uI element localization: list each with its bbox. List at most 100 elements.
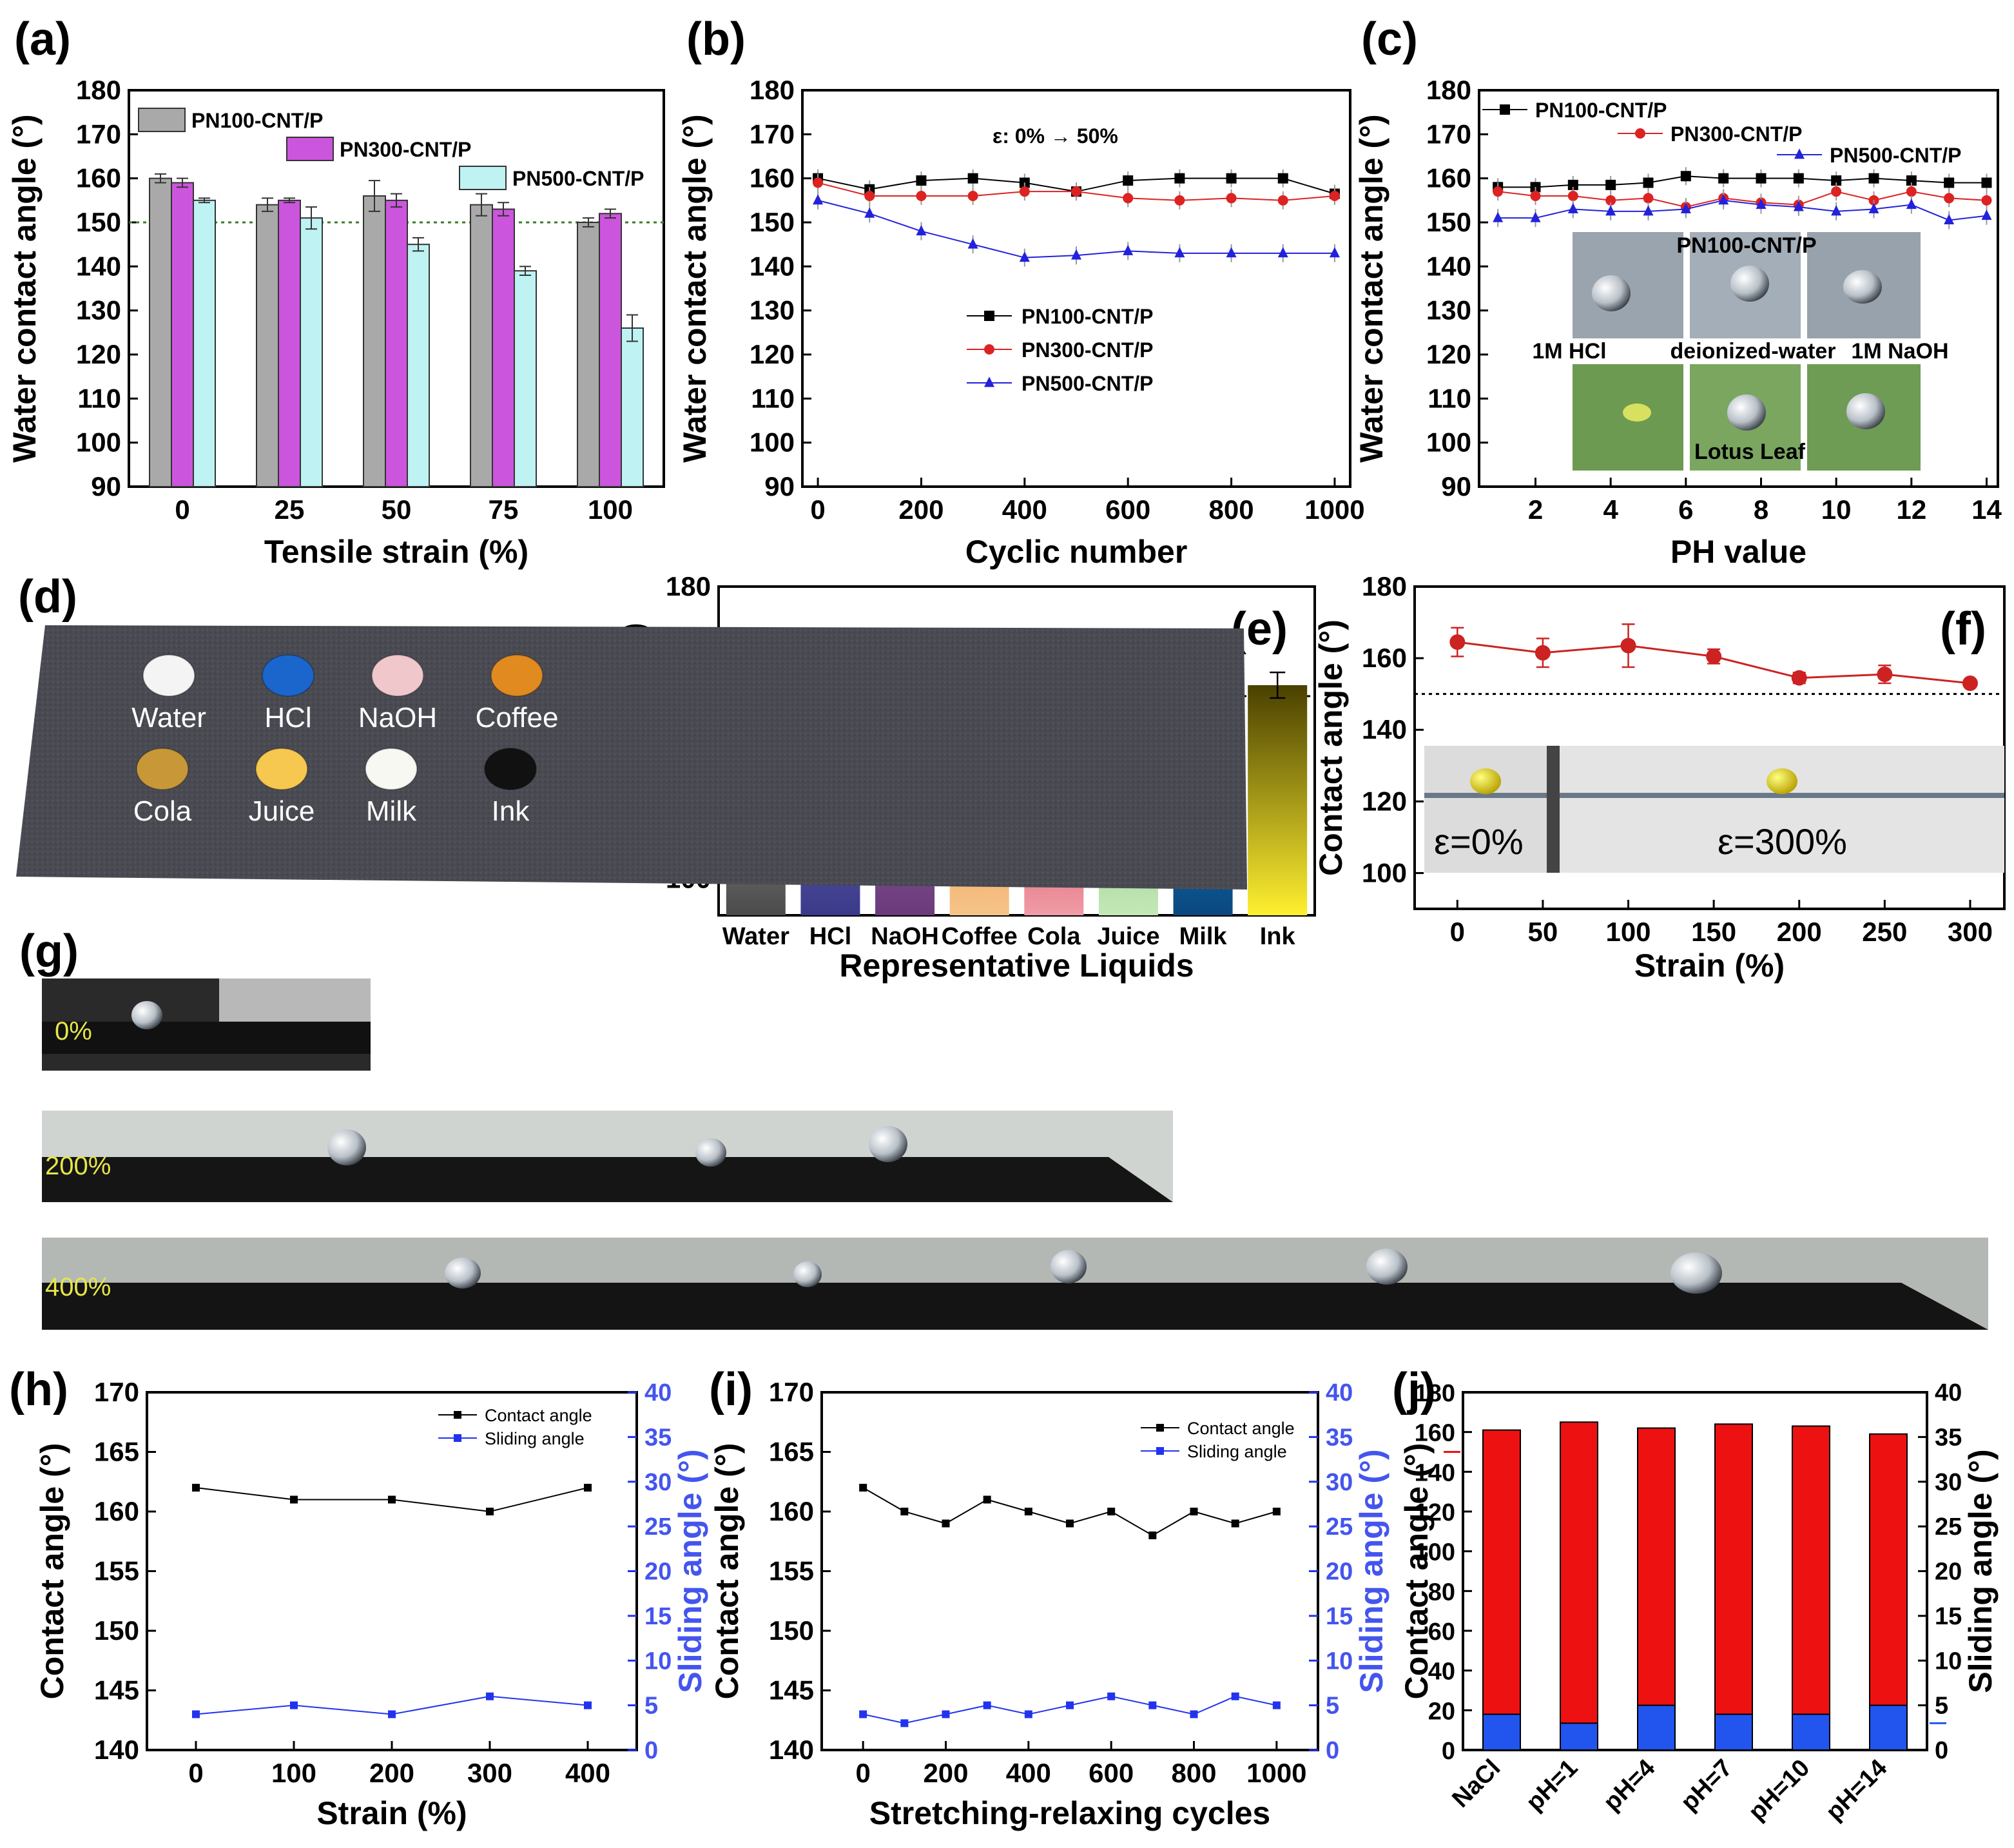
g-photo-400-drop-5: [1670, 1252, 1722, 1294]
h-legend-marker-1: [454, 1434, 461, 1442]
d-drop-1: [262, 654, 315, 697]
j-bar-contact-2: [1637, 1427, 1676, 1751]
c-point-2-12: [1944, 213, 1955, 224]
i-point-0-8: [1190, 1508, 1198, 1515]
i-legend-marker-0: [1156, 1424, 1164, 1432]
j-ytick-label-7: 140: [1415, 1459, 1455, 1486]
h-xtick-label-4: 400: [565, 1758, 610, 1788]
a-bar-0-2: [363, 195, 386, 487]
b-ylabel: Water contact angle (°): [677, 114, 713, 462]
d-drop-4: [136, 748, 189, 790]
b-xtick-label-1: 200: [898, 494, 944, 525]
b-point-0-6: [1123, 175, 1134, 186]
a-legend-swatch-0: [138, 108, 186, 132]
inset-c-drop-3: [1843, 270, 1882, 304]
inset-f-label-0: ε=0%: [1434, 821, 1524, 862]
e-xtick-label-0: Water: [722, 923, 789, 950]
c-point-1-2: [1567, 191, 1578, 201]
inset-f-drop-0: [1470, 768, 1501, 794]
h-legend-label-0: Contact angle: [485, 1406, 592, 1425]
b-point-0-7: [1174, 173, 1185, 184]
chart-f-inset: ε=0% ε=300%: [1424, 746, 2004, 873]
c-point-1-4: [1643, 193, 1654, 204]
b-point-2-6: [1123, 244, 1134, 255]
c-legend-label-0: PN100-CNT/P: [1535, 99, 1667, 122]
c-point-1-9: [1831, 186, 1842, 197]
b-frame: [801, 89, 1351, 488]
i-ytick-label-1: 145: [769, 1675, 814, 1706]
c-ytick-label-8: 170: [1426, 119, 1471, 149]
b-point-2-3: [967, 238, 978, 249]
a-error-0-2: [369, 180, 380, 212]
panel-label-d: (d): [18, 571, 77, 623]
h-ytick-right-label-5: 25: [644, 1513, 672, 1541]
c-xlabel: PH value: [1670, 534, 1806, 570]
b-ytick-label-2: 110: [751, 383, 795, 413]
b-point-2-9: [1277, 247, 1288, 258]
j-ytick-right-label-2: 10: [1935, 1648, 1962, 1675]
i-ytick-right-label-3: 15: [1326, 1603, 1353, 1630]
j-ytick-right-label-1: 5: [1935, 1693, 1948, 1720]
c-point-2-1: [1530, 211, 1541, 222]
c-xtick-label-2: 6: [1678, 494, 1693, 525]
b-point-1-0: [813, 177, 824, 188]
b-ytick-label-7: 160: [750, 163, 795, 193]
i-xtick-label-4: 800: [1171, 1758, 1216, 1788]
j-xtick-label-1: pH=1: [1521, 1755, 1583, 1816]
c-ylabel: Water contact angle (°): [1353, 114, 1389, 462]
i-ytick-label-0: 140: [769, 1735, 814, 1765]
a-xtick-label-2: 50: [382, 494, 412, 525]
j-bar-contact-4: [1792, 1425, 1830, 1751]
i-ytick-label-6: 170: [769, 1377, 814, 1407]
j-xtick-label-3: pH=7: [1676, 1755, 1738, 1816]
i-ytick-label-2: 150: [769, 1615, 814, 1646]
c-xtick-label-5: 12: [1896, 494, 1926, 525]
h-point-1-1: [290, 1701, 298, 1709]
h-ytick-right-label-4: 20: [644, 1559, 672, 1586]
i-series-line-1: [862, 1695, 1277, 1724]
c-ytick-label-1: 100: [1426, 427, 1471, 458]
c-point-2-10: [1868, 202, 1879, 213]
j-bar-sliding-2: [1637, 1704, 1676, 1751]
inset-c-label-water: deionized-water: [1670, 339, 1836, 364]
i-legend-label-0: Contact angle: [1187, 1419, 1295, 1438]
b-xlabel: Cyclic number: [965, 534, 1188, 570]
i-point-0-0: [859, 1484, 867, 1492]
b-point-2-2: [916, 225, 927, 236]
g-strain-200: 200%: [45, 1152, 111, 1180]
inset-c-label-naoh: 1M NaOH: [1851, 339, 1948, 364]
a-error-2-3: [519, 266, 531, 276]
i-point-1-4: [1024, 1710, 1032, 1718]
h-ytick-label-1: 145: [94, 1675, 139, 1706]
i-ytick-right-label-6: 30: [1326, 1469, 1353, 1496]
c-legend-marker-2: [1794, 148, 1805, 159]
h-ytick-label-3: 155: [94, 1556, 139, 1586]
a-legend-swatch-1: [286, 137, 334, 161]
b-point-2-8: [1226, 247, 1237, 258]
i-point-1-9: [1231, 1692, 1239, 1700]
f-point-3: [1706, 648, 1722, 665]
j-ytick-label-3: 60: [1428, 1619, 1455, 1646]
panel-g-photos: 0% 200% 400%: [42, 978, 1988, 1330]
b-point-0-3: [967, 173, 978, 184]
j-ytick-label-8: 160: [1415, 1420, 1455, 1447]
chart-a: 90 100 110 120 130 140 150 160 170 180 Water conta…: [6, 75, 665, 570]
inset-c-title: PN100-CNT/P: [1676, 233, 1816, 258]
a-ytick-label-8: 170: [76, 119, 121, 149]
a-error-1-2: [391, 193, 402, 208]
b-point-0-9: [1277, 173, 1288, 184]
e-ytick-label-4: 180: [666, 571, 711, 601]
c-point-2-11: [1906, 199, 1917, 209]
i-ytick-right-label-8: 40: [1326, 1379, 1353, 1406]
b-point-1-5: [1071, 186, 1081, 197]
b-point-1-3: [967, 191, 978, 201]
h-xtick-label-1: 100: [271, 1758, 316, 1788]
c-point-1-12: [1944, 193, 1955, 204]
inset-f-photo-300: [1560, 746, 2004, 873]
c-point-2-4: [1643, 205, 1654, 216]
b-point-1-6: [1123, 193, 1134, 204]
i-xtick-label-5: 1000: [1246, 1758, 1306, 1788]
c-point-0-13: [1981, 177, 1992, 188]
